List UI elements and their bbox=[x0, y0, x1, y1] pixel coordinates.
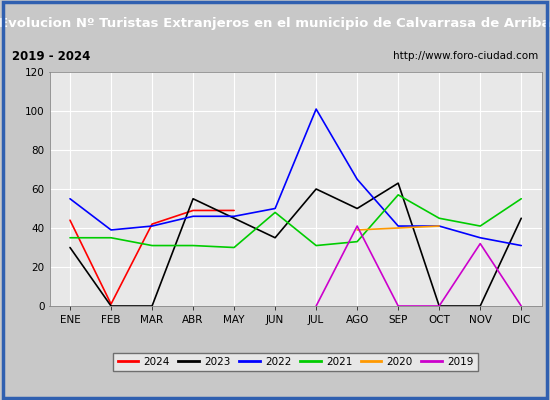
Text: 2019 - 2024: 2019 - 2024 bbox=[12, 50, 90, 62]
Legend: 2024, 2023, 2022, 2021, 2020, 2019: 2024, 2023, 2022, 2021, 2020, 2019 bbox=[113, 353, 478, 371]
Text: http://www.foro-ciudad.com: http://www.foro-ciudad.com bbox=[393, 51, 538, 61]
Text: Evolucion Nº Turistas Extranjeros en el municipio de Calvarrasa de Arriba: Evolucion Nº Turistas Extranjeros en el … bbox=[0, 18, 550, 30]
